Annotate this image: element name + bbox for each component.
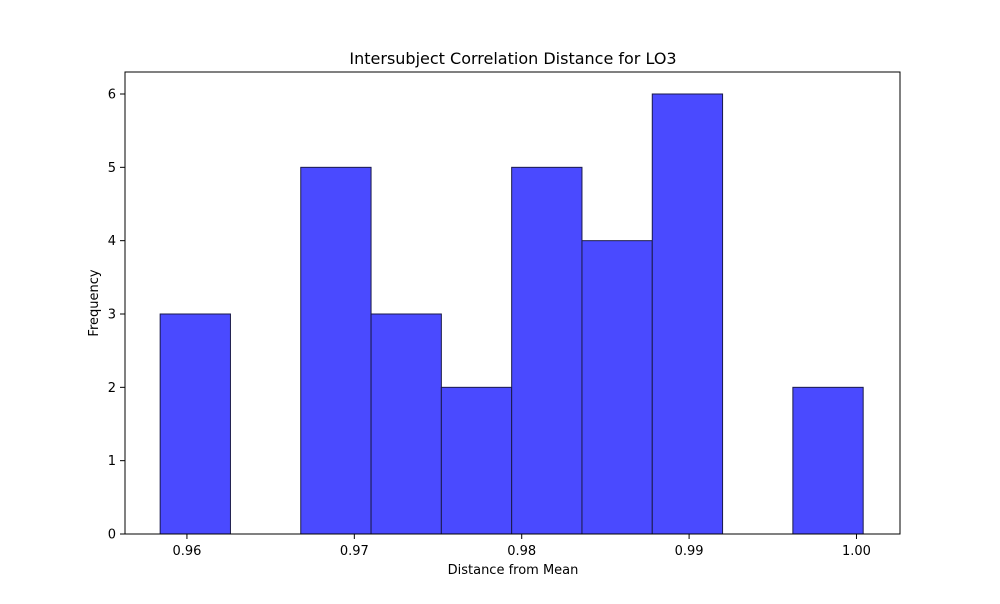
- y-tick-label: 4: [108, 234, 116, 249]
- y-axis-label: Frequency: [87, 269, 102, 336]
- y-tick-label: 2: [108, 381, 116, 396]
- x-axis-label: Distance from Mean: [448, 563, 579, 578]
- x-axis-ticks: 0.96 0.97 0.98 0.99 1.00: [172, 534, 871, 559]
- y-tick-label: 6: [108, 88, 116, 103]
- histogram-bar: [511, 166, 583, 535]
- histogram-bar: [651, 93, 724, 535]
- histogram-bar: [300, 166, 372, 535]
- chart-title: Intersubject Correlation Distance for LO…: [349, 49, 676, 68]
- bars-group: [159, 93, 864, 535]
- y-tick-label: 0: [108, 528, 116, 543]
- x-tick-label: 1.00: [842, 544, 871, 559]
- plot-frame: [124, 71, 901, 535]
- x-tick-label: 0.99: [675, 544, 704, 559]
- x-tick-label: 0.98: [507, 544, 536, 559]
- y-tick-label: 3: [108, 308, 116, 323]
- x-tick-label: 0.96: [172, 544, 201, 559]
- y-tick-label: 5: [108, 161, 116, 176]
- histogram-bar: [792, 386, 864, 535]
- y-tick-label: 1: [108, 454, 116, 469]
- histogram-bar: [581, 240, 653, 535]
- y-axis-ticks: 0 1 2 3 4 5 6: [108, 88, 125, 543]
- histogram-bar: [159, 313, 231, 535]
- histogram-bar: [370, 313, 442, 535]
- x-tick-label: 0.97: [340, 544, 369, 559]
- histogram-bar: [440, 386, 513, 535]
